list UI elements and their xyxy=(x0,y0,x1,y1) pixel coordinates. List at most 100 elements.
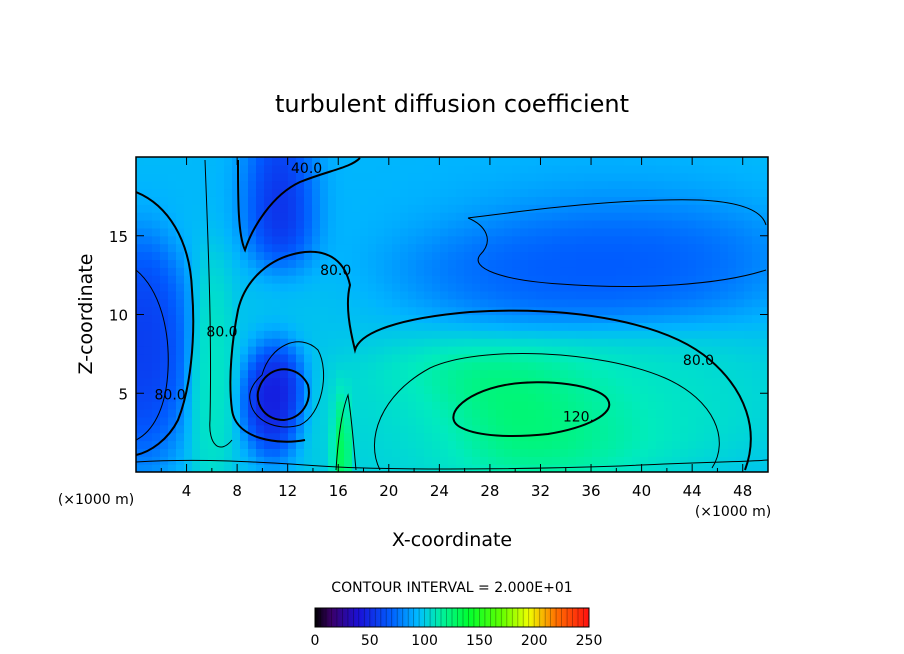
heatmap-cell xyxy=(688,322,697,331)
heatmap-cell xyxy=(560,298,569,308)
heatmap-cell xyxy=(400,346,409,355)
heatmap-cell xyxy=(232,346,241,355)
heatmap-cell xyxy=(744,393,753,402)
heatmap-cell xyxy=(616,448,625,457)
heatmap-cell xyxy=(328,298,337,308)
heatmap-cell xyxy=(632,298,641,308)
heatmap-cell xyxy=(512,377,521,386)
heatmap-cell xyxy=(192,448,201,457)
heatmap-cell xyxy=(392,212,401,221)
heatmap-cell xyxy=(416,306,425,316)
heatmap-cell xyxy=(440,172,449,182)
heatmap-cell xyxy=(736,424,745,434)
heatmap-cell xyxy=(672,464,681,472)
heatmap-cell xyxy=(568,306,577,316)
heatmap-cell xyxy=(600,448,609,457)
heatmap-cell xyxy=(616,290,625,300)
heatmap-cell xyxy=(272,243,281,253)
heatmap-cell xyxy=(672,338,681,347)
heatmap-cell xyxy=(528,353,537,363)
heatmap-cell xyxy=(432,298,441,308)
heatmap-cell xyxy=(744,424,753,434)
heatmap-cell xyxy=(736,440,745,449)
heatmap-cell xyxy=(384,353,393,363)
heatmap-cell xyxy=(744,432,753,442)
heatmap-cell xyxy=(352,432,361,442)
heatmap-cell xyxy=(320,220,329,229)
heatmap-cell xyxy=(408,401,417,410)
heatmap-cell xyxy=(560,416,569,426)
heatmap-cell xyxy=(632,212,641,221)
heatmap-cell xyxy=(312,243,321,253)
heatmap-cell xyxy=(544,353,553,363)
heatmap-cell xyxy=(416,212,425,221)
heatmap-cell xyxy=(168,353,177,363)
heatmap-cell xyxy=(432,306,441,316)
heatmap-cell xyxy=(384,259,393,268)
heatmap-cell xyxy=(504,243,513,253)
heatmap-cell xyxy=(416,456,425,465)
heatmap-cell xyxy=(728,314,737,323)
heatmap-cell xyxy=(304,464,313,472)
heatmap-cell xyxy=(144,275,153,284)
heatmap-cell xyxy=(336,377,345,386)
heatmap-cell xyxy=(160,196,169,205)
heatmap-cell xyxy=(520,259,529,268)
heatmap-cell xyxy=(568,164,577,174)
heatmap-cell xyxy=(616,196,625,205)
heatmap-cell xyxy=(304,306,313,316)
heatmap-cell xyxy=(672,401,681,410)
heatmap-cell xyxy=(144,338,153,347)
heatmap-cell xyxy=(480,243,489,253)
heatmap-cell xyxy=(328,204,337,213)
heatmap-cell xyxy=(536,164,545,174)
heatmap-cell xyxy=(136,432,145,442)
heatmap-cell xyxy=(352,164,361,174)
heatmap-cell xyxy=(376,180,385,190)
heatmap-cell xyxy=(600,393,609,402)
heatmap-cell xyxy=(752,409,761,418)
heatmap-cell xyxy=(480,227,489,237)
heatmap-cell xyxy=(592,385,601,394)
heatmap-cell xyxy=(696,338,705,347)
heatmap-cell xyxy=(752,220,761,229)
heatmap-cell xyxy=(368,283,377,292)
heatmap-cell xyxy=(544,188,553,197)
heatmap-cell xyxy=(248,448,257,457)
heatmap-cell xyxy=(248,235,257,245)
heatmap-cell xyxy=(704,330,713,339)
heatmap-cell xyxy=(432,369,441,379)
heatmap-cell xyxy=(184,220,193,229)
heatmap-cell xyxy=(576,314,585,323)
heatmap-cell xyxy=(448,251,457,260)
heatmap-cell xyxy=(224,251,233,260)
heatmap-cell xyxy=(760,275,768,284)
x-tick-label: 8 xyxy=(232,482,242,500)
heatmap-cell xyxy=(552,448,561,457)
heatmap-cell xyxy=(432,424,441,434)
heatmap-cell xyxy=(448,243,457,253)
heatmap-cell xyxy=(592,220,601,229)
heatmap-cell xyxy=(464,440,473,449)
heatmap-cell xyxy=(160,172,169,182)
heatmap-cell xyxy=(704,227,713,237)
heatmap-cell xyxy=(264,393,273,402)
heatmap-cell xyxy=(176,464,185,472)
heatmap-cell xyxy=(360,456,369,465)
heatmap-cell xyxy=(400,393,409,402)
heatmap-cell xyxy=(576,235,585,245)
heatmap-cell xyxy=(680,361,689,371)
heatmap-cell xyxy=(368,220,377,229)
heatmap-cell xyxy=(296,188,305,197)
heatmap-cell xyxy=(480,298,489,308)
heatmap-cell xyxy=(696,298,705,308)
heatmap-cell xyxy=(672,164,681,174)
heatmap-cell xyxy=(760,330,768,339)
heatmap-cell xyxy=(168,306,177,316)
heatmap-cell xyxy=(280,157,289,166)
heatmap-cell xyxy=(256,393,265,402)
heatmap-cell xyxy=(336,235,345,245)
heatmap-cell xyxy=(336,346,345,355)
heatmap-cell xyxy=(680,283,689,292)
heatmap-cell xyxy=(232,330,241,339)
